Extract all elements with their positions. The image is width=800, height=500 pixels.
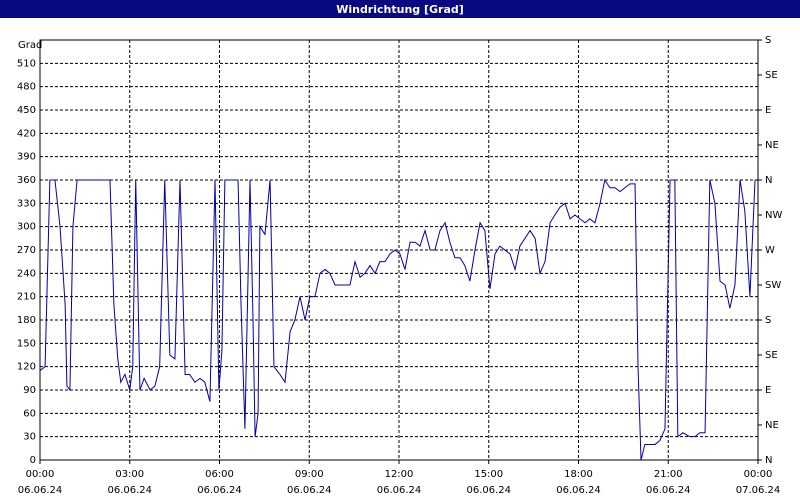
- y-tick-label: 270: [17, 245, 36, 256]
- x-tick-label-line: 06.06.24: [18, 485, 63, 496]
- y-tick-label: 480: [17, 82, 36, 93]
- x-tick-label: 18:00 06.06.24: [556, 469, 601, 496]
- y-tick-label: 330: [17, 198, 36, 209]
- x-tick-label-line: 03:00: [115, 469, 144, 480]
- y2-tick-label: W: [765, 245, 775, 256]
- y2-tick-label: NE: [765, 420, 779, 431]
- x-tick-label-line: 18:00: [564, 469, 593, 480]
- y-tick-label: 30: [23, 432, 36, 443]
- x-tick-label-line: 00:00: [26, 469, 55, 480]
- y-tick-label: 90: [23, 385, 36, 396]
- y2-tick-label: S: [765, 315, 771, 326]
- title-bar: [0, 0, 800, 18]
- data-line: [39, 178, 756, 461]
- x-tick-label-line: 21:00: [654, 469, 683, 480]
- y-tick-label: 120: [17, 362, 36, 373]
- chart-title: Windrichtung [Grad]: [336, 3, 464, 16]
- y-tick-label: 390: [17, 152, 36, 163]
- x-tick-label-line: 06.06.24: [287, 485, 332, 496]
- x-tick-label-line: 09:00: [295, 469, 324, 480]
- y-tick-label: 450: [17, 105, 36, 116]
- y2-tick-label: N: [765, 455, 772, 466]
- y2-tick-label: E: [765, 385, 771, 396]
- x-tick-label: 12:00 06.06.24: [377, 469, 422, 496]
- y-tick-label: 510: [17, 58, 36, 69]
- x-tick-label-line: 06.06.24: [107, 485, 152, 496]
- x-tick-label-line: 06.06.24: [646, 485, 691, 496]
- y-tick-label: 0: [30, 455, 36, 466]
- x-tick-label-line: 12:00: [385, 469, 414, 480]
- y2-tick-label: SW: [765, 280, 781, 291]
- y2-tick-label: NW: [765, 210, 782, 221]
- y-tick-label: 150: [17, 338, 36, 349]
- y-tick-label: 360: [17, 175, 36, 186]
- y-tick-label: 60: [23, 408, 36, 419]
- y2-tick-label: SE: [765, 350, 778, 361]
- plot-frame: [39, 39, 759, 461]
- x-tick-label-line: 06:00: [205, 469, 234, 480]
- x-tick-label-line: 06.06.24: [377, 485, 422, 496]
- x-tick-label: 15:00 06.06.24: [466, 469, 511, 496]
- y2-tick-label: SE: [765, 70, 778, 81]
- y2-tick-label: N: [765, 175, 772, 186]
- x-tick-label-line: 06.06.24: [197, 485, 242, 496]
- y2-tick-label: E: [765, 105, 771, 116]
- y2-tick-label: NE: [765, 140, 779, 151]
- y-tick-label: 300: [17, 222, 36, 233]
- x-tick-label: 21:00 06.06.24: [646, 469, 691, 496]
- y-tick-label: 210: [17, 292, 36, 303]
- x-tick-label: 00:00 06.06.24: [18, 469, 63, 496]
- y-tick-label: 180: [17, 315, 36, 326]
- y-tick-label: 420: [17, 128, 36, 139]
- x-tick-label-line: 15:00: [474, 469, 503, 480]
- x-tick-label-line: 07.06.24: [736, 485, 781, 496]
- y-tick-label: 240: [17, 268, 36, 279]
- x-tick-label: 06:00 06.06.24: [197, 469, 242, 496]
- x-tick-label: 00:00 07.06.24: [736, 469, 781, 496]
- x-tick-label-line: 06.06.24: [466, 485, 511, 496]
- y-axis-label: Grad: [18, 40, 42, 51]
- x-tick-label: 09:00 06.06.24: [287, 469, 332, 496]
- x-tick-label: 03:00 06.06.24: [107, 469, 152, 496]
- x-tick-label-line: 00:00: [744, 469, 773, 480]
- y2-tick-label: S: [765, 35, 771, 46]
- x-tick-label-line: 06.06.24: [556, 485, 601, 496]
